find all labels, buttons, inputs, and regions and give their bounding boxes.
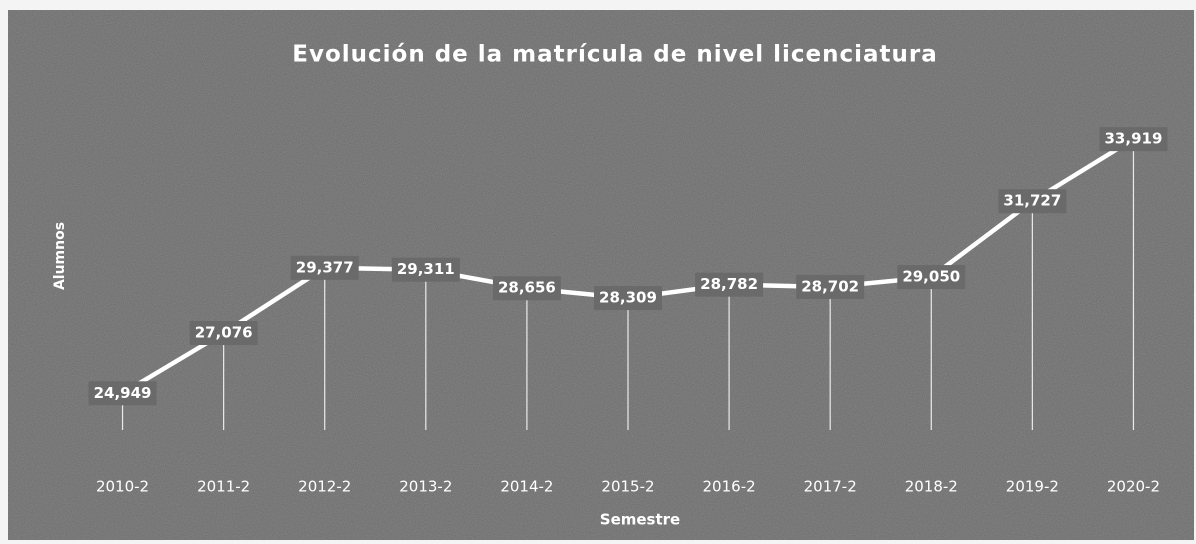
label-backdrop: [1099, 127, 1168, 152]
data-label: 29,377: [296, 258, 354, 276]
label-backdrop: [88, 381, 157, 406]
label-backdrop: [189, 321, 258, 346]
label-backdrop: [695, 272, 764, 297]
x-tick-label: 2012-2: [298, 478, 351, 496]
label-backdrop: [594, 286, 662, 311]
data-label: 28,309: [599, 289, 657, 307]
chart-background: [8, 10, 1194, 540]
data-label: 29,050: [902, 268, 960, 286]
x-tick-label: 2020-2: [1107, 478, 1160, 496]
data-label: 28,656: [498, 279, 556, 297]
x-tick-label: 2011-2: [197, 478, 250, 496]
x-tick-label: 2015-2: [601, 478, 654, 496]
data-label: 31,727: [1003, 192, 1061, 210]
x-tick-label: 2017-2: [804, 478, 857, 496]
data-label: 24,949: [94, 384, 152, 402]
label-backdrop: [998, 189, 1067, 214]
x-tick-label: 2018-2: [905, 478, 958, 496]
data-label: 28,702: [801, 277, 859, 295]
y-axis-title: Alumnos: [52, 222, 68, 290]
x-tick-label: 2010-2: [96, 478, 149, 496]
data-label: 27,076: [195, 324, 253, 342]
chart-title: Evolución de la matrícula de nivel licen…: [292, 42, 938, 68]
label-backdrop: [897, 265, 966, 290]
x-tick-label: 2016-2: [703, 478, 756, 496]
data-label: 28,782: [700, 275, 758, 293]
x-tick-label: 2014-2: [500, 478, 553, 496]
label-backdrop: [796, 274, 865, 299]
data-label: 29,311: [397, 260, 455, 278]
x-tick-label: 2013-2: [399, 478, 452, 496]
label-backdrop: [391, 257, 460, 282]
label-backdrop: [290, 255, 359, 280]
label-backdrop: [492, 276, 561, 301]
data-label: 33,919: [1105, 130, 1163, 148]
x-axis-title: Semestre: [600, 511, 680, 529]
x-tick-label: 2019-2: [1006, 478, 1059, 496]
